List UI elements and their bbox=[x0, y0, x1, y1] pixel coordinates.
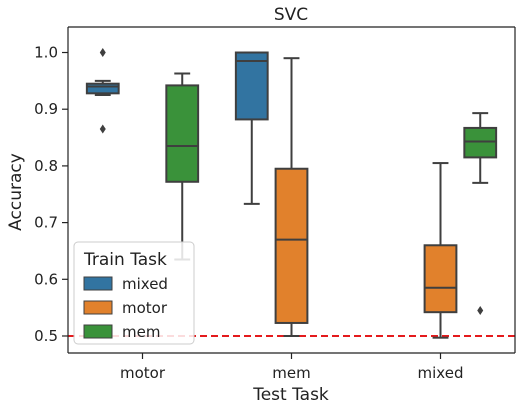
outlier-point bbox=[99, 48, 106, 58]
plot-area bbox=[68, 48, 515, 339]
box-body bbox=[423, 244, 458, 314]
box-body bbox=[463, 126, 498, 159]
legend-label-mixed: mixed bbox=[122, 275, 168, 293]
box-mixed-motor bbox=[85, 48, 120, 134]
y-tick-label: 0.8 bbox=[34, 157, 58, 175]
box-body bbox=[165, 84, 200, 183]
axes: 0.5 0.6 0.7 0.8 0.9 1.0 motor mem mixed bbox=[34, 26, 516, 382]
legend-swatch-motor bbox=[83, 300, 113, 315]
x-tick-label: mem bbox=[272, 364, 310, 382]
x-tick-label: motor bbox=[120, 364, 166, 382]
chart-title: SVC bbox=[274, 5, 308, 25]
box-body bbox=[234, 51, 269, 121]
y-tick-label: 0.7 bbox=[34, 214, 58, 232]
legend-title: Train Task bbox=[83, 250, 167, 270]
box-mixed-mem bbox=[234, 51, 269, 205]
y-tick-label: 0.6 bbox=[34, 270, 58, 288]
y-tick-label: 1.0 bbox=[34, 44, 58, 62]
legend-swatch-mem bbox=[83, 324, 113, 339]
legend-swatch-mixed bbox=[83, 276, 113, 291]
legend-box bbox=[73, 241, 195, 345]
legend-label-motor: motor bbox=[122, 299, 168, 317]
y-tick-label: 0.5 bbox=[34, 327, 58, 345]
legend-label-mem: mem bbox=[122, 323, 160, 341]
box-motor-mixed bbox=[423, 162, 458, 339]
legend: Train Task mixed motor mem bbox=[73, 241, 195, 345]
x-axis-title: Test Task bbox=[252, 385, 329, 405]
outlier-point bbox=[99, 124, 106, 134]
x-tick-label: mixed bbox=[418, 364, 464, 382]
box-mem-motor bbox=[165, 72, 200, 261]
box-motor-mem bbox=[274, 57, 309, 337]
box-body bbox=[274, 167, 309, 324]
box-mem-mixed bbox=[463, 112, 498, 315]
outlier-point bbox=[477, 305, 484, 315]
box-body bbox=[85, 82, 120, 95]
y-tick-label: 0.9 bbox=[34, 100, 58, 118]
y-axis-title: Accuracy bbox=[6, 153, 26, 231]
